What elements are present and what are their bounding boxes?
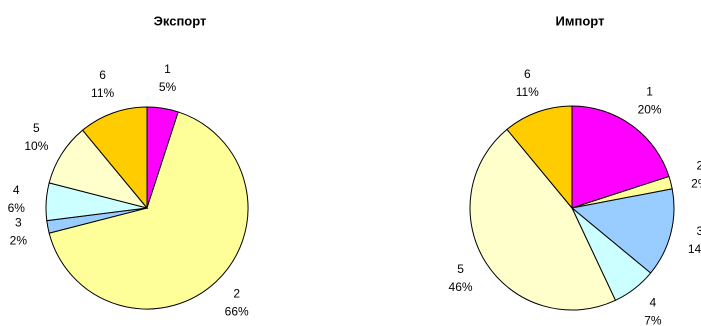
chart-title: Импорт [556, 13, 605, 28]
slice-value-label: 20% [638, 102, 662, 116]
slice-value-label: 2% [10, 234, 28, 248]
slice-category-label: 4 [13, 183, 20, 197]
slice-category-label: 1 [646, 84, 653, 98]
slice-category-label: 4 [650, 295, 657, 309]
slice-value-label: 6% [8, 201, 26, 215]
slice-value-label: 66% [225, 305, 249, 319]
pie-slice [571, 105, 670, 209]
pie-slice [469, 128, 617, 311]
slice-category-label: 3 [697, 224, 701, 238]
slice-category-label: 1 [164, 62, 171, 76]
slice-value-label: 7% [644, 313, 662, 326]
slice-value-label: 14% [688, 242, 701, 256]
chart-title: Экспорт [154, 13, 207, 28]
pie-slice [81, 106, 148, 210]
slice-category-label: 5 [457, 262, 464, 276]
slice-category-label: 5 [33, 121, 40, 135]
slice-category-label: 3 [15, 216, 22, 230]
slice-value-label: 11% [91, 86, 114, 100]
slice-value-label: 46% [449, 280, 473, 294]
slice-category-label: 6 [524, 67, 531, 81]
slice-category-label: 2 [233, 287, 240, 301]
slice-category-label: 2 [697, 158, 701, 172]
slice-value-label: 11% [516, 85, 539, 99]
slice-category-label: 6 [99, 68, 106, 82]
pie-slice [48, 111, 249, 310]
slice-value-label: 2% [691, 176, 701, 190]
pie-slice [570, 188, 675, 274]
pie-slice [506, 105, 573, 210]
slice-value-label: 5% [159, 80, 177, 94]
slice-value-label: 10% [24, 139, 48, 153]
